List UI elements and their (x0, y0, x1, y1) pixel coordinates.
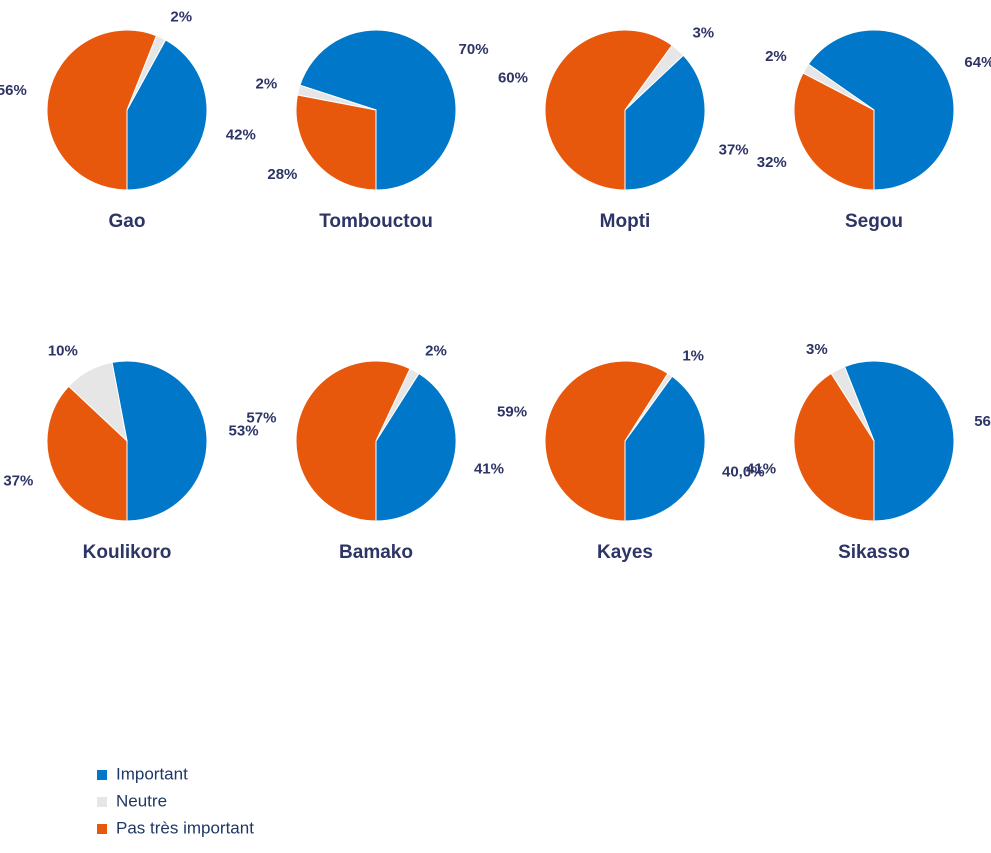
data-label: 2% (170, 9, 192, 26)
pie-slice (843, 360, 955, 522)
data-label: 1% (682, 348, 704, 365)
pie-slice (46, 29, 158, 191)
pie-slice (544, 29, 673, 191)
pie-slice (793, 72, 875, 191)
data-label: 41% (474, 460, 504, 477)
pie-title: Tombouctou (319, 211, 433, 232)
pie-title: Sikasso (838, 542, 910, 563)
data-label: 56% (974, 413, 991, 430)
legend-swatch (97, 797, 107, 807)
data-label: 60% (498, 69, 528, 86)
pie-slice (624, 375, 706, 522)
data-label: 41% (746, 460, 776, 477)
data-label: 37% (719, 141, 749, 158)
legend-swatch (97, 770, 107, 780)
pie-slice (544, 360, 669, 522)
data-label: 59% (497, 404, 527, 421)
pie-slice (807, 29, 955, 191)
data-label: 42% (226, 126, 256, 143)
legend-swatch (97, 824, 107, 834)
pie-title: Koulikoro (83, 542, 172, 563)
pie-title: Mopti (600, 211, 651, 232)
data-label: 28% (267, 166, 297, 183)
pie-title: Segou (845, 211, 903, 232)
data-label: 10% (48, 343, 78, 360)
pie-slice (295, 360, 411, 522)
data-label: 57% (246, 410, 276, 427)
pie-slice (126, 39, 208, 191)
legend-label: Pas très important (116, 818, 254, 837)
data-label: 32% (757, 154, 787, 171)
pie-slice (111, 360, 208, 522)
data-label: 37% (3, 472, 33, 489)
data-label: 53% (229, 422, 259, 439)
pie-slice (793, 372, 875, 522)
data-label: 3% (692, 24, 714, 41)
data-label: 2% (765, 48, 787, 65)
data-label: 64% (964, 54, 991, 71)
data-label: 2% (425, 343, 447, 360)
pie-title: Kayes (597, 542, 653, 563)
legend-label: Neutre (116, 791, 167, 810)
pie-slice (624, 54, 706, 191)
data-label: 56% (0, 82, 27, 99)
data-label: 70% (459, 41, 489, 58)
pie-slice (46, 385, 128, 522)
pie-slice (299, 29, 457, 191)
legend-label: Important (116, 764, 188, 783)
data-label: 40,0% (722, 463, 765, 480)
data-label: 3% (806, 341, 828, 358)
pie-title: Gao (109, 211, 146, 232)
data-label: 2% (256, 76, 278, 93)
pie-slice (295, 94, 377, 191)
pie-title: Bamako (339, 542, 413, 563)
